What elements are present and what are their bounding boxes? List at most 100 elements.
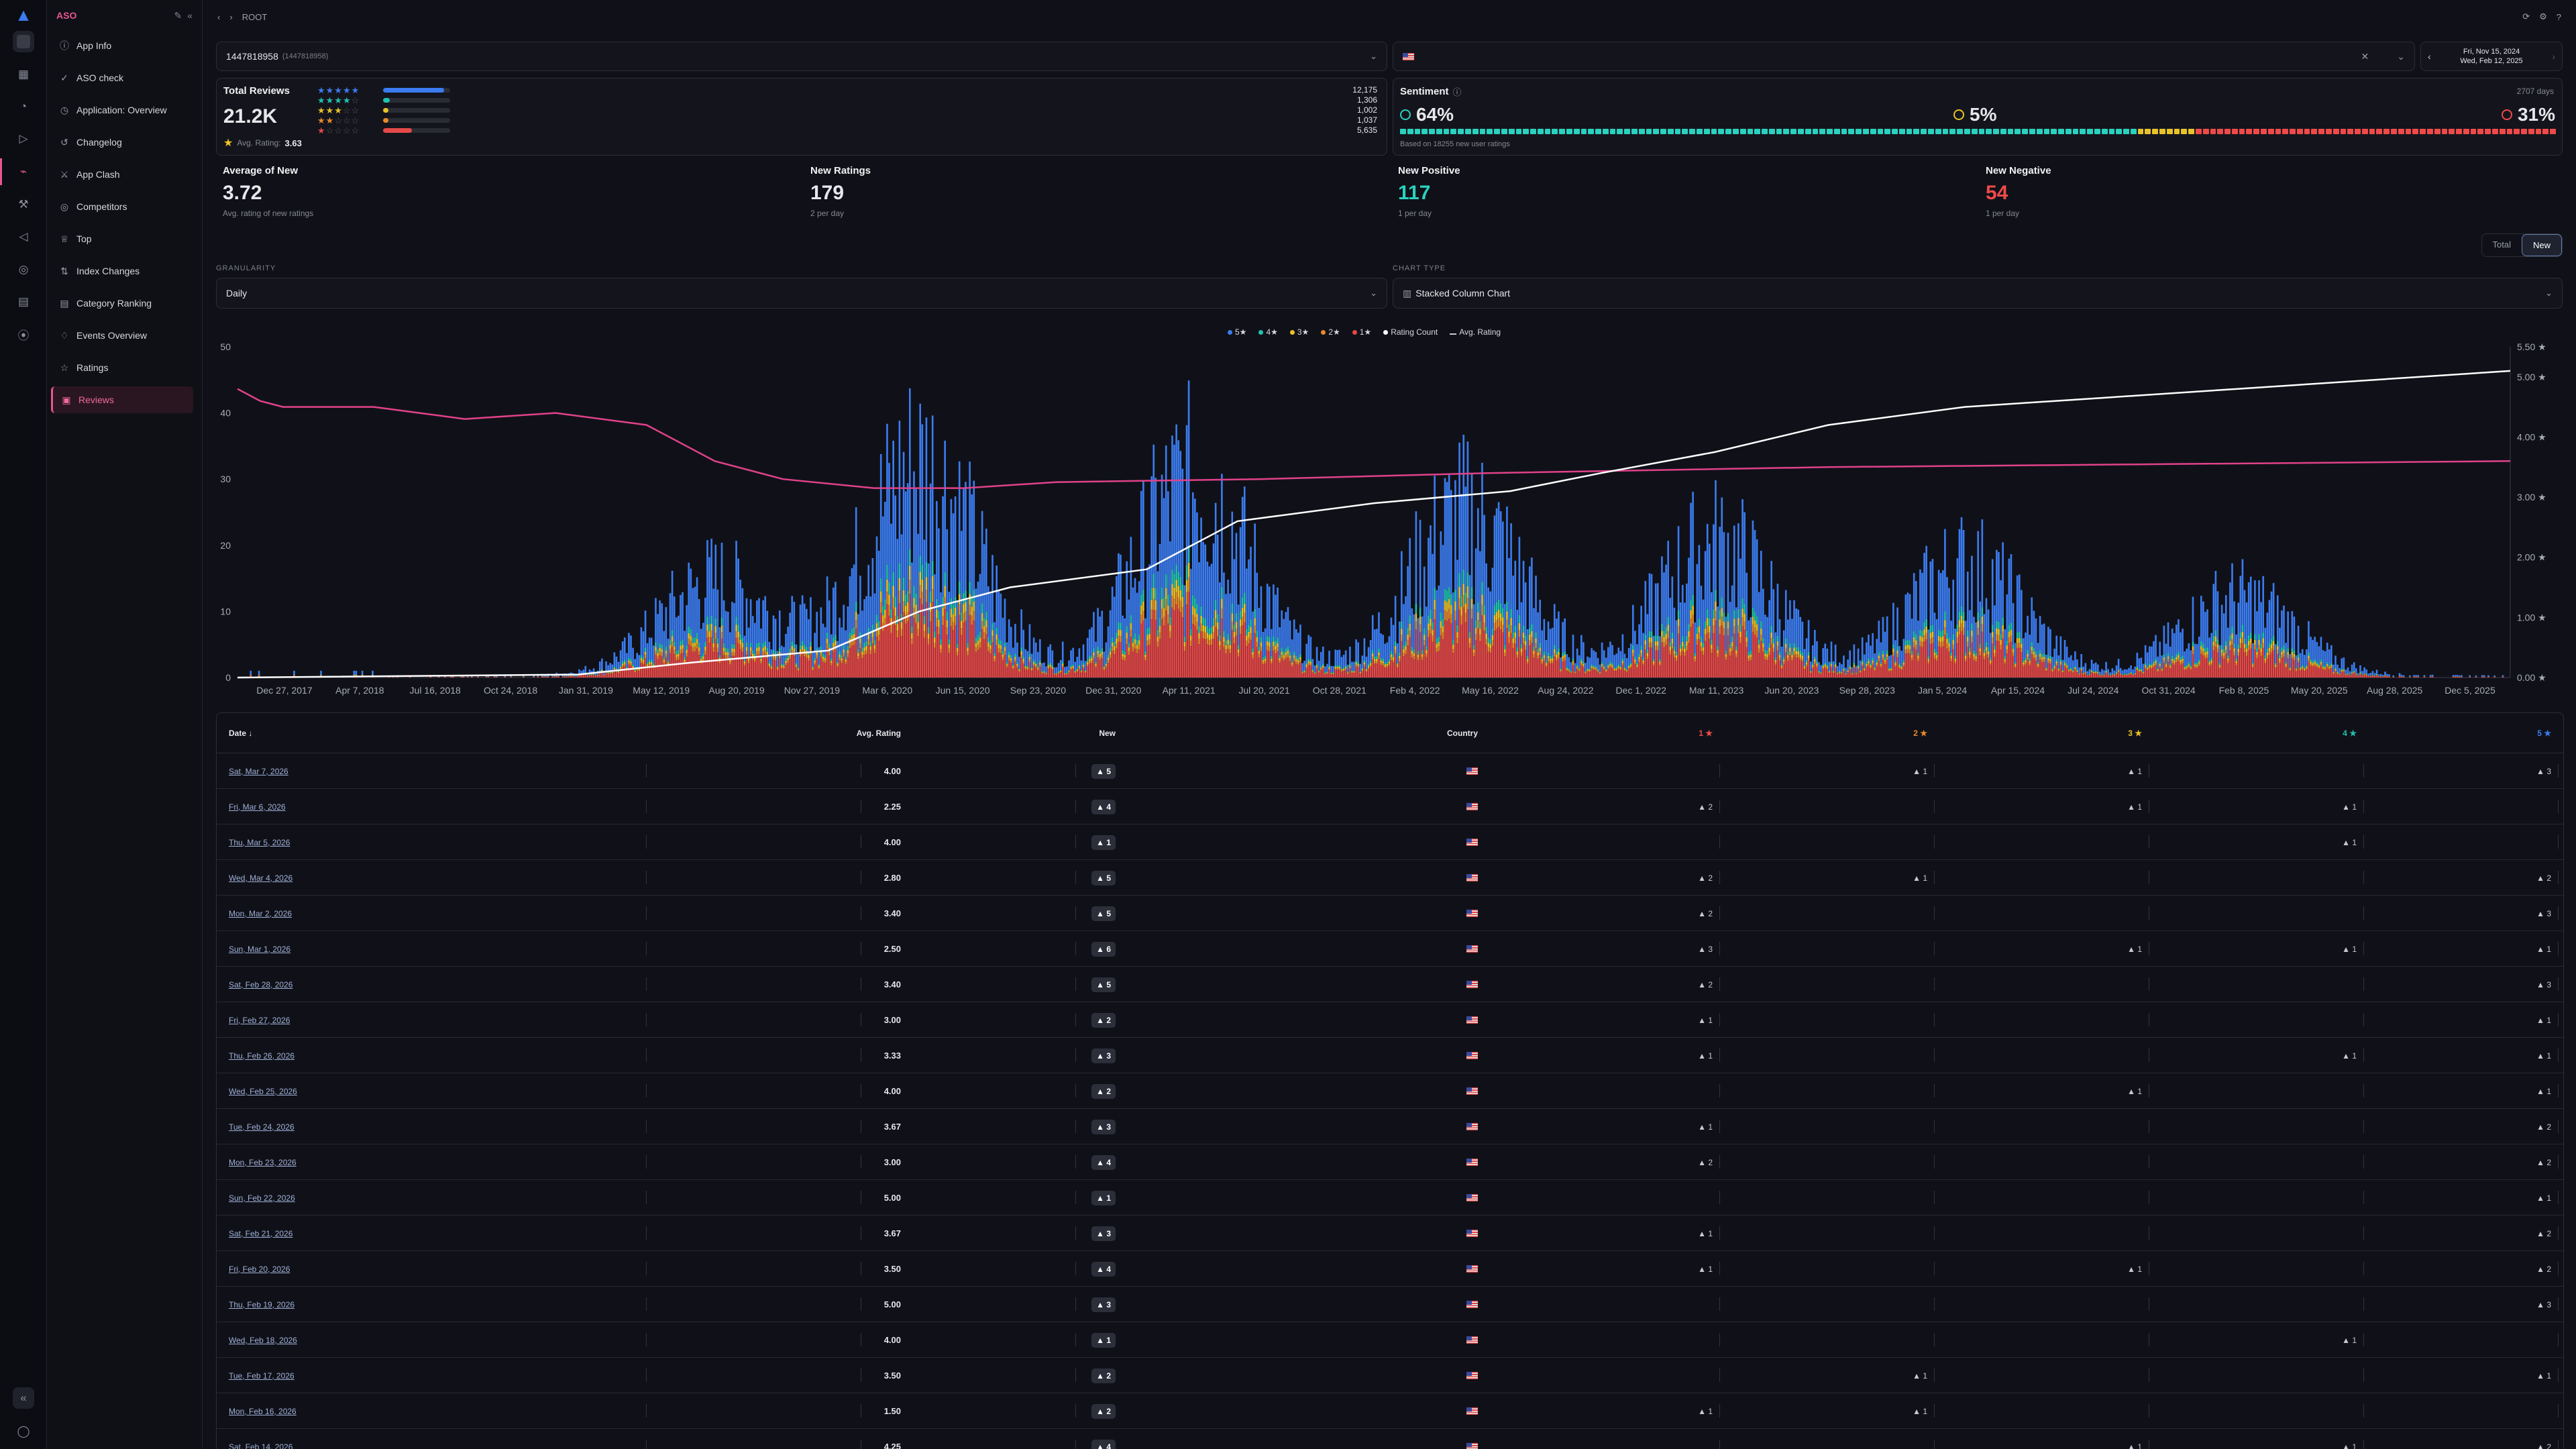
bar-segment	[2088, 669, 2091, 674]
megaphone-icon[interactable]: ◁	[19, 230, 28, 243]
chart-icon[interactable]: ⌁	[19, 165, 28, 178]
collapse-rail-icon[interactable]: «	[13, 1387, 34, 1409]
bar-segment	[2224, 595, 2227, 641]
sidebar-item-events-overview[interactable]: ♢ Events Overview	[51, 322, 193, 349]
bar-segment	[1134, 649, 1136, 678]
bar-segment	[1627, 665, 1630, 668]
bar-segment	[1472, 653, 1475, 657]
bar-segment	[1756, 624, 1758, 631]
toggle-total[interactable]: Total	[2492, 239, 2511, 250]
bar-segment	[963, 487, 965, 593]
bar-segment	[1501, 608, 1504, 618]
bar-segment	[1136, 592, 1138, 640]
bar-segment	[1289, 652, 1291, 656]
bar-segment	[2103, 675, 2105, 678]
sidebar-item-index-changes[interactable]: ⇅ Index Changes	[51, 258, 193, 284]
sidebar-item-changelog[interactable]: ↺ Changelog	[51, 129, 193, 156]
sidebar-item-category-ranking[interactable]: ▤ Category Ranking	[51, 290, 193, 317]
bar-segment	[938, 528, 940, 612]
sidebar-item-top[interactable]: ♕ Top	[51, 225, 193, 252]
refresh-icon[interactable]: ⟳	[2522, 11, 2530, 21]
info-icon[interactable]: ⓘ	[1452, 87, 1462, 97]
sidebar-item-application-overview[interactable]: ◷ Application: Overview	[51, 97, 193, 123]
sidebar-item-app-info[interactable]: ⓘ App Info	[51, 32, 193, 59]
bar-segment	[2291, 658, 2294, 678]
count-1: 5,635	[1356, 125, 1377, 135]
bar-segment	[1171, 607, 1173, 678]
sidebar-item-competitors[interactable]: ◎ Competitors	[51, 193, 193, 220]
play-icon[interactable]: ▷	[19, 132, 28, 145]
breadcrumb[interactable]: ROOT	[241, 11, 268, 22]
bar-segment	[1599, 674, 1601, 678]
bar-segment	[1497, 618, 1500, 627]
bar-segment	[663, 661, 665, 664]
bar-segment	[1487, 587, 1490, 638]
bar-segment	[1547, 652, 1550, 656]
help-icon[interactable]: ?	[2556, 11, 2561, 22]
bar-segment	[615, 671, 618, 678]
back-icon[interactable]: ‹	[217, 11, 221, 22]
bell-icon[interactable]: ◔	[19, 100, 28, 113]
bar-segment	[1353, 673, 1355, 678]
bar-segment	[1533, 654, 1535, 658]
clear-icon[interactable]: ✕	[2361, 50, 2369, 62]
bar-segment	[1876, 660, 1878, 663]
bar-segment	[2180, 632, 2182, 658]
sidebar-item-reviews[interactable]: ▣ Reviews	[51, 386, 193, 413]
table-icon[interactable]: ▤	[17, 295, 30, 308]
legend-label: 2★	[1328, 327, 1340, 337]
bar-segment	[1750, 651, 1752, 655]
bar-segment	[931, 602, 934, 678]
forward-icon[interactable]: ›	[229, 11, 233, 22]
tools-icon[interactable]: ⚒	[18, 198, 29, 211]
grid-icon[interactable]: ▦	[17, 68, 30, 80]
bar-segment	[1219, 635, 1221, 641]
bar-segment	[2057, 671, 2060, 678]
logo-icon[interactable]: ▲	[15, 4, 32, 25]
bar-segment	[2339, 674, 2341, 678]
collapse-sidebar-icon[interactable]: «	[187, 10, 193, 21]
legend-item-1[interactable]: 4★	[1258, 327, 1278, 337]
sidebar-item-aso-check[interactable]: ✓ ASO check	[51, 64, 193, 91]
bar-segment	[1964, 661, 1967, 678]
bar-segment	[1679, 602, 1682, 645]
legend-item-4[interactable]: 1★	[1352, 327, 1371, 337]
sidebar-item-ratings[interactable]: ☆ Ratings	[51, 354, 193, 381]
bar-segment	[1305, 666, 1307, 668]
settings-icon[interactable]: ⚙	[2539, 11, 2547, 21]
bar-segment	[1016, 642, 1018, 662]
bar-segment	[1126, 561, 1128, 626]
legend-item-0[interactable]: 5★	[1228, 327, 1246, 337]
bar-segment	[619, 667, 622, 669]
country-selector[interactable]: ✕ ⌄	[1393, 42, 2415, 71]
broadcast-icon[interactable]: ⦿	[17, 329, 30, 342]
sidebar-item-app-clash[interactable]: ⚔ App Clash	[51, 161, 193, 188]
date-range-picker[interactable]: ‹ Fri, Nov 15, 2024 Wed, Feb 12, 2025 ›	[2420, 42, 2563, 71]
prev-range-icon[interactable]: ‹	[2428, 51, 2431, 62]
bar-segment	[2182, 655, 2184, 659]
bar-segment	[1479, 641, 1481, 678]
legend-item-5[interactable]: Rating Count	[1383, 327, 1438, 337]
bar-segment	[2078, 673, 2080, 674]
bar-segment	[2314, 665, 2316, 678]
user-icon[interactable]: ◯	[17, 1425, 30, 1438]
chevron-down-icon[interactable]: ⌄	[2397, 50, 2405, 62]
bar-segment	[1776, 641, 1779, 646]
bar-segment	[1627, 647, 1630, 665]
bar-segment	[1204, 544, 1207, 619]
target-icon[interactable]: ◎	[18, 263, 29, 276]
bar-segment	[636, 669, 639, 671]
edit-icon[interactable]: ✎	[174, 9, 182, 21]
bar-segment	[911, 562, 913, 627]
toggle-new[interactable]: New	[2521, 234, 2562, 256]
home-icon[interactable]	[13, 31, 34, 52]
legend-item-3[interactable]: 2★	[1321, 327, 1340, 337]
granularity-select[interactable]: Daily ⌄	[216, 278, 1387, 309]
legend-item-2[interactable]: 3★	[1289, 327, 1309, 337]
legend-item-6[interactable]: Avg. Rating	[1450, 327, 1501, 337]
next-range-icon[interactable]: ›	[2552, 51, 2555, 62]
bar-segment	[2252, 643, 2254, 663]
chart-type-select[interactable]: ▥ Stacked Column Chart ⌄	[1393, 278, 2563, 309]
bar-segment	[1826, 666, 1829, 668]
app-selector[interactable]: 1447818958 (1447818958) ⌄	[216, 42, 1387, 71]
